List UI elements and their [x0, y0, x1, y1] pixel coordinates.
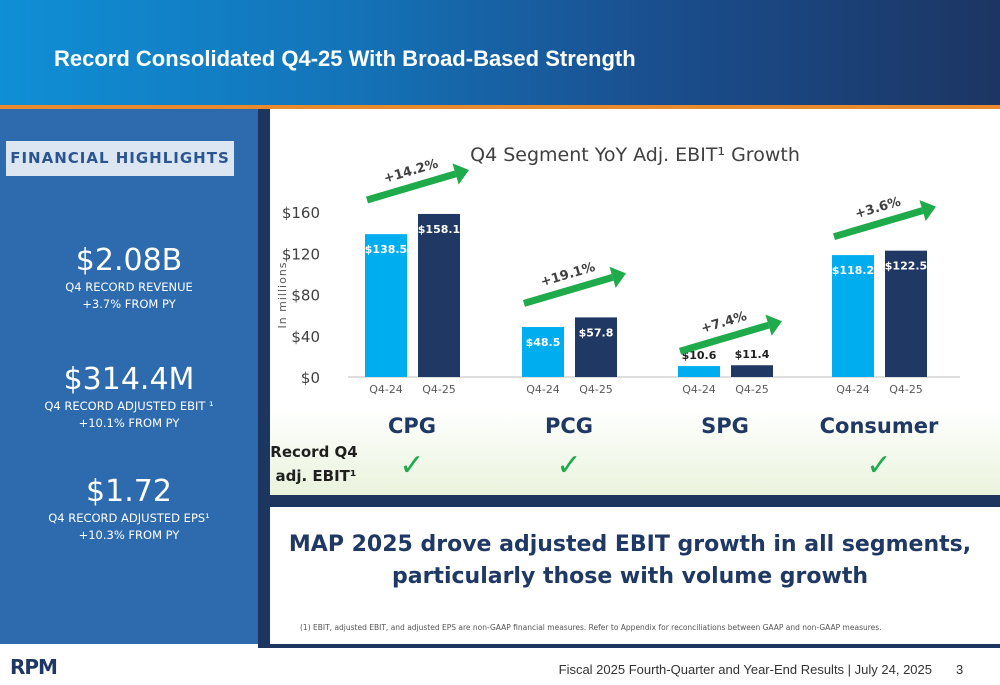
growth-arrow-shaft — [833, 207, 924, 241]
x-tick-label: Q4-25 — [735, 383, 769, 396]
segment-name: SPG — [701, 414, 749, 438]
record-check-icon: ✓ — [866, 448, 891, 483]
metric-adjusted-eps: $1.72 Q4 RECORD ADJUSTED EPS¹ +10.3% FRO… — [0, 474, 258, 544]
x-tick-label: Q4-24 — [526, 383, 560, 396]
growth-arrow-head — [609, 266, 626, 288]
header-bar — [0, 0, 1000, 105]
metric-label: Q4 RECORD ADJUSTED EPS¹ — [48, 511, 210, 525]
summary-panel — [270, 507, 1000, 644]
summary-line-1: MAP 2025 drove adjusted EBIT growth in a… — [288, 532, 972, 557]
segment-name: PCG — [545, 414, 593, 438]
financial-highlights-label: FINANCIAL HIGHLIGHTS — [6, 141, 234, 176]
chart-separator — [270, 495, 1000, 507]
summary-headline: MAP 2025 drove adjusted EBIT growth in a… — [270, 529, 990, 593]
x-tick-label: Q4-25 — [579, 383, 613, 396]
y-tick-label: $80 — [291, 287, 320, 305]
footer-text: Fiscal 2025 Fourth-Quarter and Year-End … — [558, 662, 932, 677]
metric-value: $1.72 — [86, 474, 172, 509]
y-tick-label: $40 — [291, 328, 320, 346]
footer-bar — [0, 648, 1000, 685]
data-label: $11.4 — [735, 348, 770, 361]
record-check-icon: ✓ — [556, 448, 581, 483]
y-tick-label: $0 — [301, 369, 320, 387]
data-label: $57.8 — [579, 326, 614, 339]
bar — [885, 250, 927, 377]
bottom-rule — [258, 644, 1000, 648]
bar — [522, 326, 564, 377]
page-title: Record Consolidated Q4-25 With Broad-Bas… — [54, 46, 636, 71]
segment-name: Consumer — [820, 414, 939, 438]
financial-highlights-panel — [0, 109, 258, 644]
growth-arrow-head — [452, 163, 469, 185]
metric-change: +10.1% FROM PY — [78, 416, 180, 430]
bar — [575, 317, 617, 377]
data-label: $138.5 — [365, 243, 407, 256]
y-axis-label: In millions — [276, 261, 289, 328]
growth-arrow-head — [765, 314, 782, 336]
metric-change: +3.7% FROM PY — [82, 297, 176, 311]
vertical-divider — [258, 109, 270, 644]
data-label: $10.6 — [682, 349, 717, 362]
x-tick-label: Q4-25 — [889, 383, 923, 396]
record-check-icon: ✓ — [399, 448, 424, 483]
metric-value: $2.08B — [75, 243, 183, 278]
y-tick-label: $120 — [282, 245, 320, 263]
growth-arrow-head — [919, 200, 936, 222]
metric-value: $314.4M — [63, 362, 195, 397]
record-label-line-2: adj. EBIT¹ — [276, 467, 357, 485]
x-tick-label: Q4-25 — [422, 383, 456, 396]
data-label: $118.2 — [832, 264, 874, 277]
data-label: $158.1 — [418, 223, 460, 236]
growth-arrow-shaft — [523, 273, 614, 307]
bar — [365, 234, 407, 377]
x-tick-label: Q4-24 — [682, 383, 716, 396]
page-number: 3 — [956, 662, 964, 677]
metric-revenue: $2.08B Q4 RECORD REVENUE +3.7% FROM PY — [0, 243, 258, 313]
growth-arrow-shaft — [366, 170, 457, 204]
footnote: (1) EBIT, adjusted EBIT, and adjusted EP… — [300, 623, 882, 632]
header-rule — [0, 105, 1000, 109]
summary-line-2: particularly those with volume growth — [391, 564, 869, 589]
data-label: $48.5 — [526, 336, 561, 349]
segment-name: CPG — [388, 414, 436, 438]
segment-ebit-chart: Q4 Segment YoY Adj. EBIT¹ Growth In milli… — [270, 144, 960, 485]
metric-adjusted-ebit: $314.4M Q4 RECORD ADJUSTED EBIT ¹ +10.1%… — [0, 362, 258, 432]
record-label-line-1: Record Q4 — [270, 443, 357, 461]
rpm-logo: RPM — [10, 655, 58, 679]
growth-arrow-shaft — [679, 321, 770, 355]
x-tick-label: Q4-24 — [369, 383, 403, 396]
chart-title: Q4 Segment YoY Adj. EBIT¹ Growth — [470, 144, 800, 166]
bar — [731, 365, 773, 377]
metric-label: Q4 RECORD ADJUSTED EBIT ¹ — [44, 399, 214, 413]
x-tick-label: Q4-24 — [836, 383, 870, 396]
bar — [418, 213, 460, 377]
metric-label: Q4 RECORD REVENUE — [65, 280, 193, 294]
y-tick-label: $160 — [282, 204, 320, 222]
metric-change: +10.3% FROM PY — [78, 528, 180, 542]
data-label: $122.5 — [885, 260, 927, 273]
bar — [678, 366, 720, 377]
bar — [832, 255, 874, 377]
